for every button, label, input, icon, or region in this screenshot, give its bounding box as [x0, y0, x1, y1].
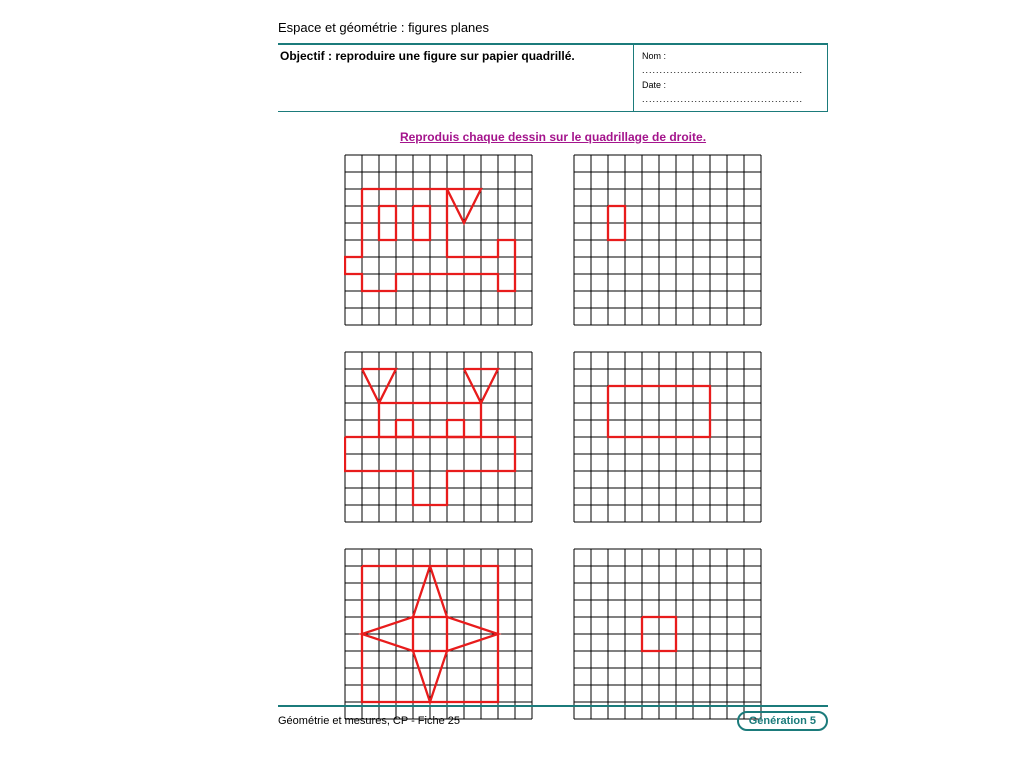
grids-container — [278, 154, 828, 720]
grid-row-1 — [344, 154, 762, 326]
grid-left-2 — [344, 351, 533, 523]
divider-under-objective — [278, 111, 633, 112]
name-field: Nom : ..................................… — [642, 49, 819, 78]
grid-row-2 — [344, 351, 762, 523]
header-row: Objectif : reproduire une figure sur pap… — [278, 45, 828, 112]
publisher-badge: Génération 5 — [737, 711, 828, 731]
grid-right-3 — [573, 548, 762, 720]
date-field: Date : .................................… — [642, 78, 819, 107]
grid-left-1 — [344, 154, 533, 326]
instruction-text: Reproduis chaque dessin sur le quadrilla… — [278, 128, 828, 146]
footer: Géométrie et mesures, CP - Fiche 25 Géné… — [278, 705, 828, 731]
grid-left-3 — [344, 548, 533, 720]
worksheet-page: Espace et géométrie : figures planes Obj… — [278, 20, 828, 720]
objective-text: Objectif : reproduire une figure sur pap… — [278, 45, 633, 111]
grid-row-3 — [344, 548, 762, 720]
footer-left-text: Géométrie et mesures, CP - Fiche 25 — [278, 715, 460, 727]
topic-title: Espace et géométrie : figures planes — [278, 20, 828, 35]
grid-right-2 — [573, 351, 762, 523]
grid-right-1 — [573, 154, 762, 326]
name-date-box: Nom : ..................................… — [633, 45, 828, 112]
